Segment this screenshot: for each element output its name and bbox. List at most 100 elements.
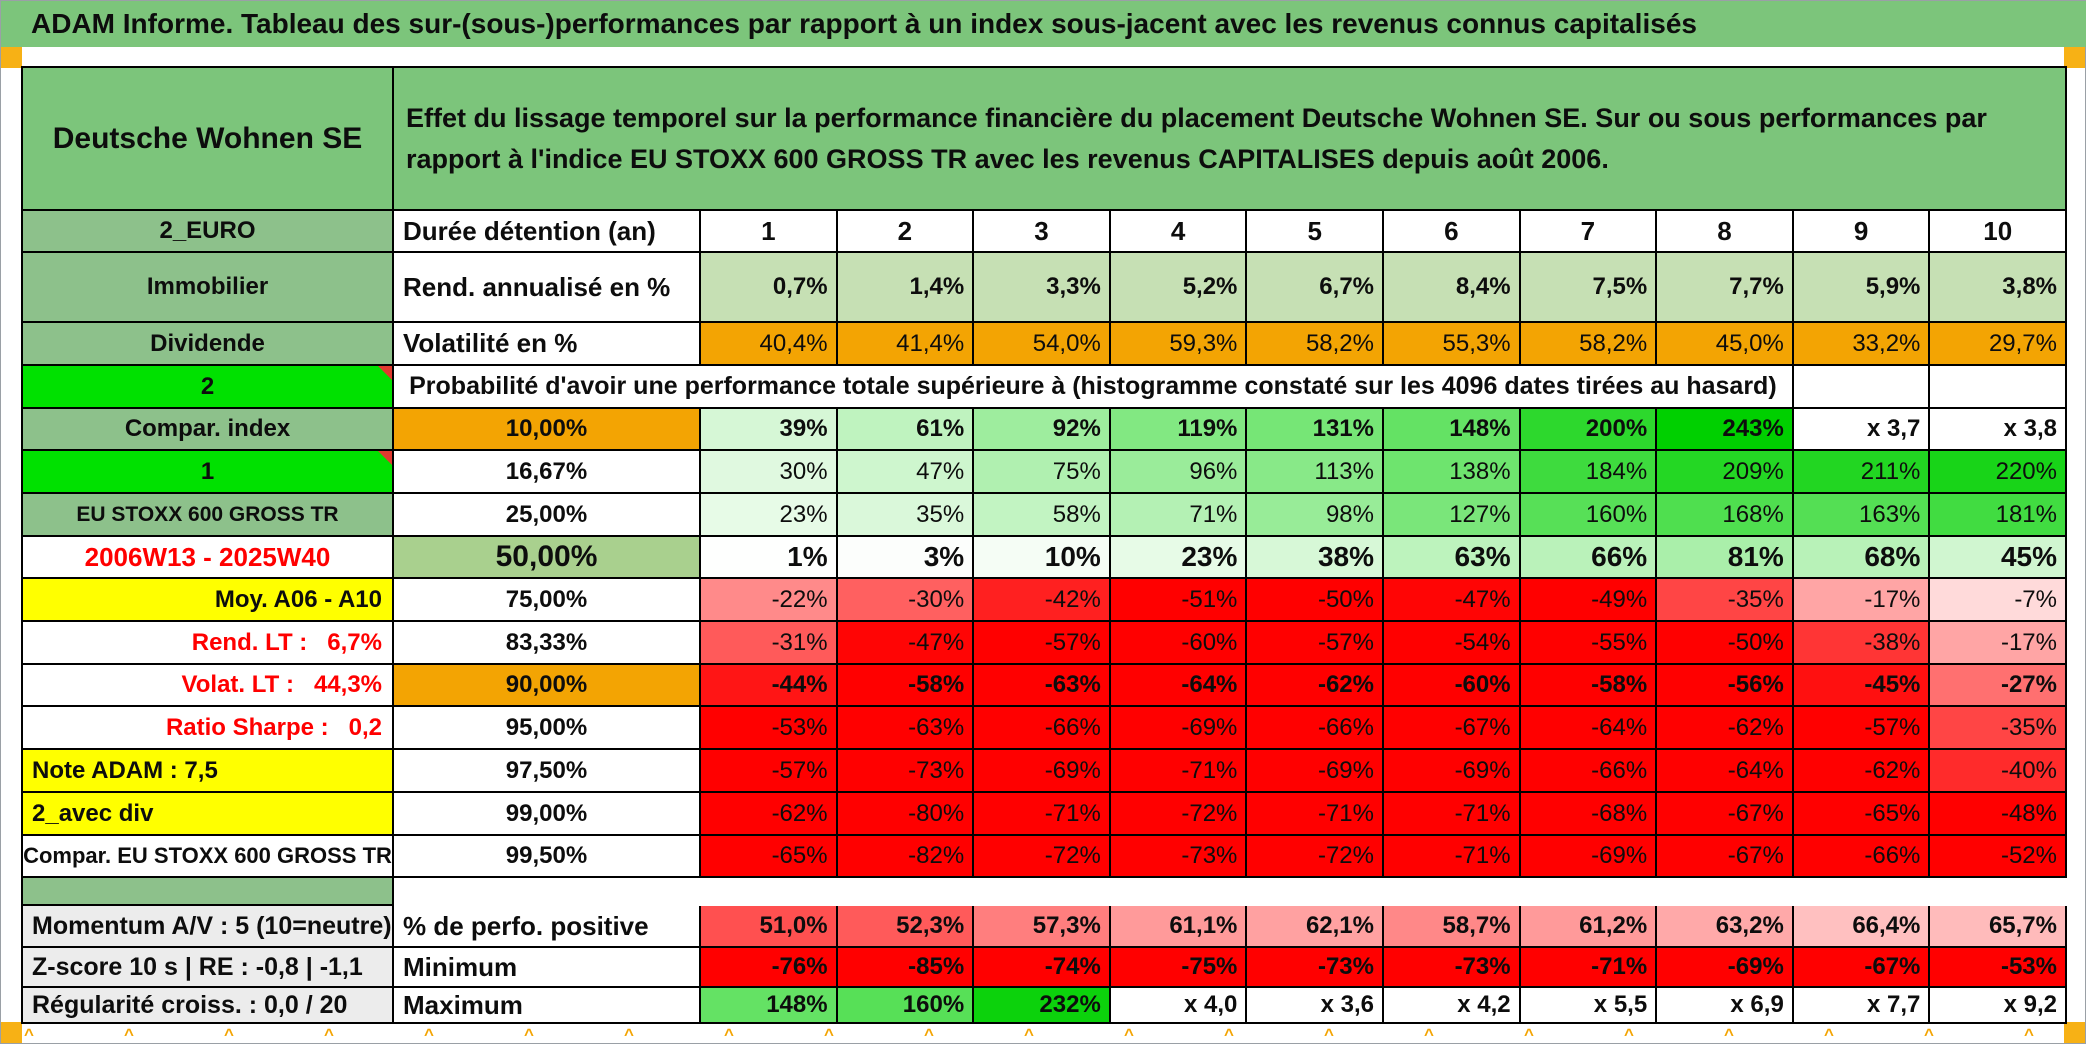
data-cell[interactable]: -64% bbox=[1657, 750, 1794, 793]
column-header-cell[interactable]: 8 bbox=[1657, 211, 1794, 253]
data-cell[interactable]: 243% bbox=[1657, 409, 1794, 451]
data-cell[interactable]: -62% bbox=[1247, 665, 1384, 707]
data-cell[interactable]: -73% bbox=[837, 750, 975, 793]
data-cell[interactable]: 168% bbox=[1657, 494, 1794, 537]
data-cell[interactable]: -82% bbox=[837, 836, 975, 878]
data-cell[interactable]: -71% bbox=[1520, 948, 1658, 988]
threshold-cell[interactable]: 16,67% bbox=[394, 451, 701, 494]
data-cell[interactable]: -72% bbox=[1247, 836, 1384, 878]
data-cell[interactable]: 52,3% bbox=[837, 906, 975, 948]
data-cell[interactable]: -17% bbox=[1930, 622, 2067, 665]
data-cell[interactable]: 71% bbox=[1110, 494, 1248, 537]
data-cell[interactable]: 81% bbox=[1657, 537, 1794, 579]
data-cell[interactable]: -56% bbox=[1657, 665, 1794, 707]
metric-cell[interactable]: Rend. annualisé en % bbox=[394, 253, 701, 323]
threshold-cell[interactable]: 75,00% bbox=[394, 579, 701, 622]
data-cell[interactable]: -22% bbox=[701, 579, 838, 622]
data-cell[interactable]: -85% bbox=[837, 948, 975, 988]
data-cell[interactable]: -69% bbox=[1384, 750, 1521, 793]
row-label-cell[interactable]: 2006W13 - 2025W40 bbox=[21, 537, 394, 579]
data-cell[interactable]: 39% bbox=[701, 409, 838, 451]
data-cell[interactable]: -66% bbox=[974, 707, 1111, 750]
data-cell[interactable]: -62% bbox=[1793, 750, 1931, 793]
data-cell[interactable]: 1,4% bbox=[837, 253, 975, 323]
data-cell[interactable]: -35% bbox=[1930, 707, 2067, 750]
data-cell[interactable]: x 3,7 bbox=[1793, 409, 1931, 451]
data-cell[interactable]: -73% bbox=[1247, 948, 1384, 988]
data-cell[interactable]: -71% bbox=[1384, 836, 1521, 878]
data-cell[interactable]: -67% bbox=[1793, 948, 1931, 988]
data-cell[interactable]: -27% bbox=[1930, 665, 2067, 707]
data-cell[interactable]: 40,4% bbox=[701, 323, 838, 366]
data-cell[interactable]: -76% bbox=[701, 948, 838, 988]
metric-cell[interactable]: Volatilité en % bbox=[394, 323, 701, 366]
data-cell[interactable]: 41,4% bbox=[837, 323, 975, 366]
data-cell[interactable]: 127% bbox=[1384, 494, 1521, 537]
data-cell[interactable]: -64% bbox=[1520, 707, 1658, 750]
data-cell[interactable]: 113% bbox=[1247, 451, 1384, 494]
data-cell[interactable]: -67% bbox=[1657, 836, 1794, 878]
data-cell[interactable]: 54,0% bbox=[974, 323, 1111, 366]
data-cell[interactable]: -58% bbox=[1520, 665, 1658, 707]
data-cell[interactable]: 30% bbox=[701, 451, 838, 494]
column-header-cell[interactable]: 2 bbox=[837, 211, 975, 253]
data-cell[interactable]: -67% bbox=[1657, 793, 1794, 836]
data-cell[interactable]: 61,2% bbox=[1520, 906, 1658, 948]
row-label-cell[interactable]: 2 bbox=[21, 366, 394, 409]
data-cell[interactable]: 98% bbox=[1247, 494, 1384, 537]
row-label-cell[interactable]: Z-score 10 s | RE : -0,8 | -1,1 bbox=[21, 948, 394, 988]
data-cell[interactable]: -68% bbox=[1520, 793, 1658, 836]
data-cell[interactable]: -47% bbox=[837, 622, 975, 665]
data-cell[interactable]: -48% bbox=[1930, 793, 2067, 836]
data-cell[interactable]: -57% bbox=[1793, 707, 1931, 750]
data-cell[interactable]: x 7,7 bbox=[1793, 988, 1931, 1024]
data-cell[interactable]: x 4,0 bbox=[1110, 988, 1248, 1024]
data-cell[interactable]: -57% bbox=[701, 750, 838, 793]
row-label-cell[interactable]: 1 bbox=[21, 451, 394, 494]
data-cell[interactable]: -54% bbox=[1384, 622, 1521, 665]
data-cell[interactable]: 61,1% bbox=[1110, 906, 1248, 948]
data-cell[interactable]: -73% bbox=[1384, 948, 1521, 988]
threshold-cell[interactable]: 90,00% bbox=[394, 665, 701, 707]
data-cell[interactable]: 59,3% bbox=[1110, 323, 1248, 366]
data-cell[interactable]: 220% bbox=[1930, 451, 2067, 494]
data-cell[interactable]: 47% bbox=[837, 451, 975, 494]
data-cell[interactable]: 58,7% bbox=[1384, 906, 1521, 948]
threshold-cell[interactable]: 99,00% bbox=[394, 793, 701, 836]
data-cell[interactable]: 138% bbox=[1384, 451, 1521, 494]
data-cell[interactable]: -57% bbox=[974, 622, 1111, 665]
data-cell[interactable]: 5,2% bbox=[1110, 253, 1248, 323]
data-cell[interactable]: 33,2% bbox=[1793, 323, 1931, 366]
row-label-cell[interactable]: Compar. EU STOXX 600 GROSS TR bbox=[21, 836, 394, 878]
data-cell[interactable]: -65% bbox=[1793, 793, 1931, 836]
data-cell[interactable]: 58,2% bbox=[1520, 323, 1658, 366]
report-title[interactable]: ADAM Informe. Tableau des sur-(sous-)per… bbox=[1, 1, 2086, 47]
row-label-cell[interactable]: Dividende bbox=[21, 323, 394, 366]
data-cell[interactable]: -42% bbox=[974, 579, 1111, 622]
row-label-cell[interactable]: Régularité croiss. : 0,0 / 20 bbox=[21, 988, 394, 1024]
threshold-cell[interactable]: 25,00% bbox=[394, 494, 701, 537]
data-cell[interactable]: -71% bbox=[974, 793, 1111, 836]
data-cell[interactable]: -69% bbox=[974, 750, 1111, 793]
data-cell[interactable]: -50% bbox=[1657, 622, 1794, 665]
data-cell[interactable]: 35% bbox=[837, 494, 975, 537]
data-cell[interactable]: x 3,6 bbox=[1247, 988, 1384, 1024]
description-cell[interactable]: Effet du lissage temporel sur la perform… bbox=[394, 66, 2067, 211]
data-cell[interactable]: 66,4% bbox=[1793, 906, 1931, 948]
data-cell[interactable]: -52% bbox=[1930, 836, 2067, 878]
spacer-cell[interactable] bbox=[21, 878, 394, 906]
data-cell[interactable]: 29,7% bbox=[1930, 323, 2067, 366]
data-cell[interactable]: 58% bbox=[974, 494, 1111, 537]
data-cell[interactable]: -44% bbox=[701, 665, 838, 707]
data-cell[interactable] bbox=[1930, 366, 2067, 409]
row-label-cell[interactable]: Volat. LT : 44,3% bbox=[21, 665, 394, 707]
data-cell[interactable]: -72% bbox=[1110, 793, 1248, 836]
data-cell[interactable]: 148% bbox=[701, 988, 838, 1024]
column-header-cell[interactable]: 3 bbox=[974, 211, 1111, 253]
data-cell[interactable]: 62,1% bbox=[1247, 906, 1384, 948]
data-cell[interactable]: 160% bbox=[1520, 494, 1658, 537]
data-cell[interactable]: -72% bbox=[974, 836, 1111, 878]
data-cell[interactable]: 160% bbox=[837, 988, 975, 1024]
probability-header-cell[interactable]: Probabilité d'avoir une performance tota… bbox=[394, 366, 1794, 409]
data-cell[interactable]: 119% bbox=[1110, 409, 1248, 451]
